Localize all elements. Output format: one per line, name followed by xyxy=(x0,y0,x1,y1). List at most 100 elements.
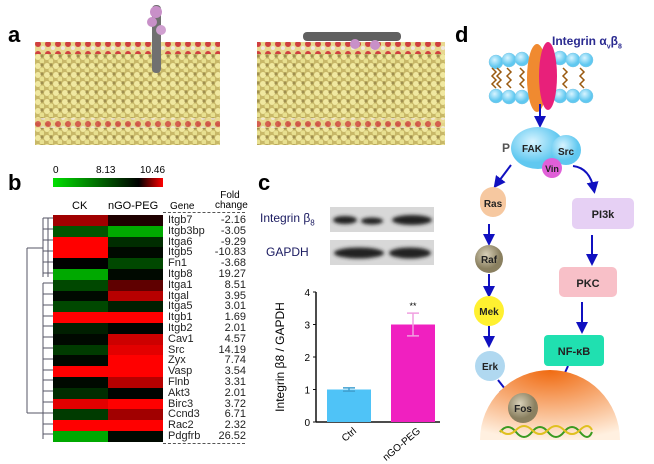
heatmap-cell xyxy=(53,215,108,226)
blot-label-sub: 8 xyxy=(310,218,315,228)
heatmap-cell xyxy=(108,312,163,323)
fold-change: 4.57 xyxy=(224,332,246,345)
blot-label-text: Integrin β xyxy=(260,211,311,225)
gene-list: Itgb7 -2.16 Itgb3bp -3.05 Itga6 -9.29 Itgb5 -10… xyxy=(168,215,246,442)
nfkb-label: NF-κB xyxy=(558,346,590,358)
western-blot xyxy=(330,207,434,265)
footer-divider xyxy=(163,443,245,444)
gene-row: Vasp 3.54 xyxy=(168,366,246,377)
heatmap-cell xyxy=(108,409,163,421)
integrin-title: Integrin αvβ8 xyxy=(552,34,622,50)
raf-node xyxy=(475,245,503,273)
fold-header-line1: Fold xyxy=(220,190,240,201)
gene-name: Vasp xyxy=(168,365,193,378)
gene-name: Rac2 xyxy=(168,419,194,432)
gene-row: Ccnd3 6.71 xyxy=(168,409,246,420)
gene-row: Itga1 8.51 xyxy=(168,278,246,291)
heatmap-row xyxy=(53,247,163,259)
heatmap-cell xyxy=(108,366,163,377)
gene-name: Itgb8 xyxy=(168,267,193,280)
fold-change: 3.72 xyxy=(224,397,246,410)
heatmap-cell xyxy=(53,290,108,302)
heatmap-cell xyxy=(108,387,163,399)
heatmap-cell xyxy=(108,247,163,259)
gene-name: Itgb2 xyxy=(168,321,193,334)
ras-node xyxy=(480,187,506,217)
gene-name: Flnb xyxy=(168,375,190,388)
error-bar xyxy=(407,312,419,337)
gene-name: Itgal xyxy=(168,289,189,302)
fold-change: -2.16 xyxy=(220,214,246,226)
heatmap xyxy=(53,215,163,442)
heatmap-cell xyxy=(53,268,108,280)
heatmap-cell xyxy=(108,215,163,226)
fold-change: 3.01 xyxy=(224,300,246,313)
fos-label: Fos xyxy=(514,404,532,415)
heatmap-row xyxy=(53,430,163,442)
heatmap-cell xyxy=(53,301,108,313)
integrin-sub-v: v xyxy=(606,43,611,51)
nfkb-node xyxy=(544,335,604,366)
heatmap-cell xyxy=(108,268,163,280)
gene-row: Itgb7 -2.16 xyxy=(168,215,246,226)
heatmap-cell xyxy=(53,387,108,399)
heatmap-cell xyxy=(53,355,108,367)
gene-row: Flnb 3.31 xyxy=(168,377,246,388)
gene-name: Akt3 xyxy=(168,386,191,399)
gene-row: Rac2 2.32 xyxy=(168,420,246,431)
heatmap-cell xyxy=(53,247,108,259)
gene-row: Itga5 3.01 xyxy=(168,301,246,312)
heatmap-cell xyxy=(108,355,163,367)
heatmap-cell xyxy=(108,236,163,248)
membrane-simulation-images xyxy=(35,5,445,145)
fold-change-header: Fold change xyxy=(215,190,248,211)
gene-name: Birc3 xyxy=(168,397,194,410)
dendrogram xyxy=(26,217,53,439)
gene-row: Pdgfrb 26.52 xyxy=(168,431,246,442)
x-tick-label: Ctrl xyxy=(340,426,359,444)
y-axis-label: Integrin β8 / GAPDH xyxy=(273,302,287,412)
panel-label-b: b xyxy=(8,170,22,195)
simulation-vertical-insertion xyxy=(35,5,220,145)
mek-node xyxy=(474,296,504,326)
heatmap-row xyxy=(53,268,163,280)
heatmap-cell xyxy=(53,236,108,248)
heatmap-cell xyxy=(53,225,108,237)
bar-chart: 0 1 2 3 4 Integrin β8 / GAPDH Ctrl ** nGO-PEG xyxy=(273,288,440,464)
gene-row: Fn1 -3.68 xyxy=(168,258,246,269)
y-tick-label: 0 xyxy=(304,418,310,429)
gene-name: Itga1 xyxy=(168,278,193,291)
gene-name: Itgb1 xyxy=(168,311,193,324)
heatmap-row xyxy=(53,387,163,399)
fold-change: 8.51 xyxy=(224,278,246,291)
error-bar xyxy=(343,387,355,392)
fold-change: 6.71 xyxy=(224,408,246,421)
heatmap-cell xyxy=(108,301,163,313)
heatmap-cell xyxy=(108,225,163,237)
heatmap-cell xyxy=(53,322,108,334)
heatmap-cell xyxy=(53,333,108,345)
colorbar xyxy=(53,178,163,187)
gene-row: Itgb2 2.01 xyxy=(168,323,246,334)
y-tick-label: 2 xyxy=(304,353,310,364)
heatmap-cell xyxy=(108,258,163,269)
heatmap-cell xyxy=(108,344,163,356)
blot-label-integrin: Integrin β8 xyxy=(260,211,315,227)
heatmap-row xyxy=(53,215,163,226)
simulation-horizontal-lying xyxy=(257,32,445,145)
gene-row: Itgb3bp -3.05 xyxy=(168,225,246,237)
signaling-pathway-diagram: P FAK Src Vin Ras Raf Mek Erk PI3k PKC N… xyxy=(474,42,634,440)
heatmap-row xyxy=(53,322,163,334)
erk-label: Erk xyxy=(482,362,499,373)
heatmap-cell xyxy=(53,312,108,323)
heatmap-cell xyxy=(108,398,163,410)
heatmap-row xyxy=(53,355,163,367)
heatmap-cell xyxy=(108,420,163,431)
fos-node xyxy=(508,393,538,423)
heatmap-cell xyxy=(108,322,163,334)
gene-name: Itgb5 xyxy=(168,246,193,259)
fold-change: 3.95 xyxy=(224,289,246,302)
colorbar-mid: 8.13 xyxy=(96,165,116,176)
heatmap-row xyxy=(53,344,163,356)
